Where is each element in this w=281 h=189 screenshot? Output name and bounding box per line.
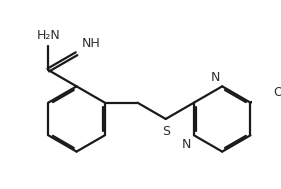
Text: H₂N: H₂N <box>37 29 60 42</box>
Text: S: S <box>162 125 170 138</box>
Text: OH: OH <box>273 86 281 99</box>
Text: NH: NH <box>81 37 100 50</box>
Text: N: N <box>210 71 220 84</box>
Text: N: N <box>182 138 192 151</box>
